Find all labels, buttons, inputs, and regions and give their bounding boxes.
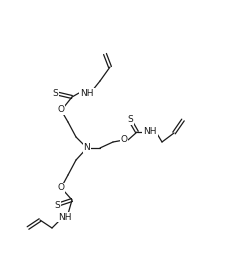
- Text: NH: NH: [58, 212, 72, 221]
- Text: S: S: [52, 89, 58, 97]
- Text: O: O: [57, 184, 64, 193]
- Text: S: S: [54, 201, 60, 210]
- Text: NH: NH: [143, 127, 157, 137]
- Text: S: S: [127, 116, 133, 124]
- Text: N: N: [84, 143, 90, 153]
- Text: O: O: [57, 106, 64, 114]
- Text: O: O: [121, 136, 128, 144]
- Text: NH: NH: [80, 89, 94, 97]
